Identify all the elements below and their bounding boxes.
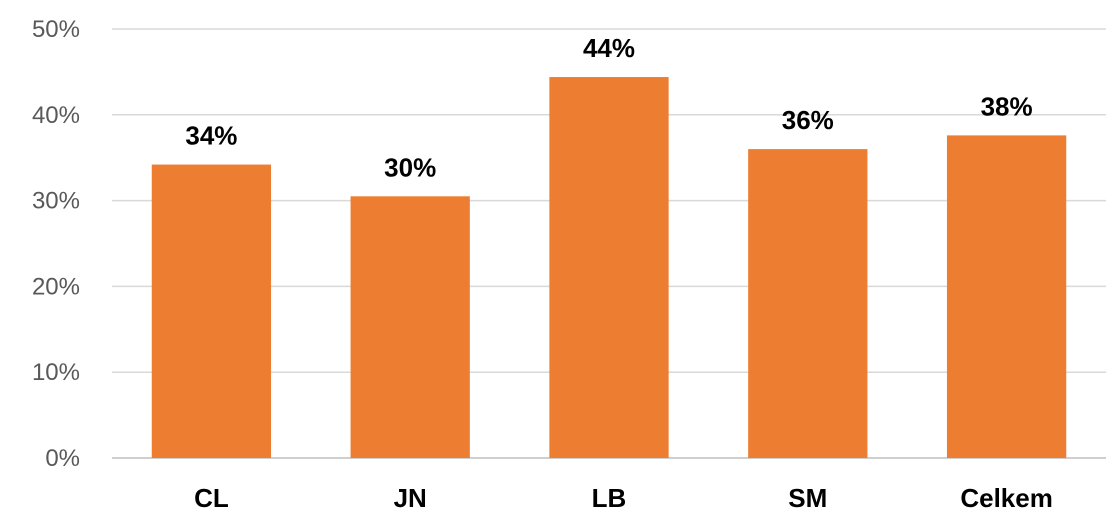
data-label-sm: 36% <box>782 105 834 135</box>
category-label-sm: SM <box>788 483 827 513</box>
y-tick-label: 0% <box>45 445 80 472</box>
data-label-jn: 30% <box>384 152 436 182</box>
bar-jn <box>350 196 470 458</box>
bar-lb <box>549 77 669 458</box>
category-label-celkem: Celkem <box>960 483 1053 513</box>
category-label-lb: LB <box>592 483 627 513</box>
data-labels: 34% 30% 44% 36% 38% <box>185 33 1032 182</box>
y-axis-tick-labels: 0% 10% 20% 30% 40% 50% <box>32 16 80 472</box>
category-label-cl: CL <box>194 483 229 513</box>
data-label-celkem: 38% <box>981 91 1033 121</box>
y-tick-label: 20% <box>32 273 80 300</box>
bar-sm <box>748 149 868 458</box>
category-label-jn: JN <box>394 483 427 513</box>
bars <box>151 77 1067 458</box>
y-tick-label: 50% <box>32 16 80 43</box>
data-label-lb: 44% <box>583 33 635 63</box>
data-label-cl: 34% <box>185 121 237 151</box>
y-tick-label: 10% <box>32 359 80 386</box>
bar-celkem <box>946 135 1067 458</box>
x-axis-category-labels: CL JN LB SM Celkem <box>194 483 1053 513</box>
bar-cl <box>151 164 272 458</box>
y-tick-label: 40% <box>32 102 80 129</box>
y-tick-label: 30% <box>32 188 80 215</box>
